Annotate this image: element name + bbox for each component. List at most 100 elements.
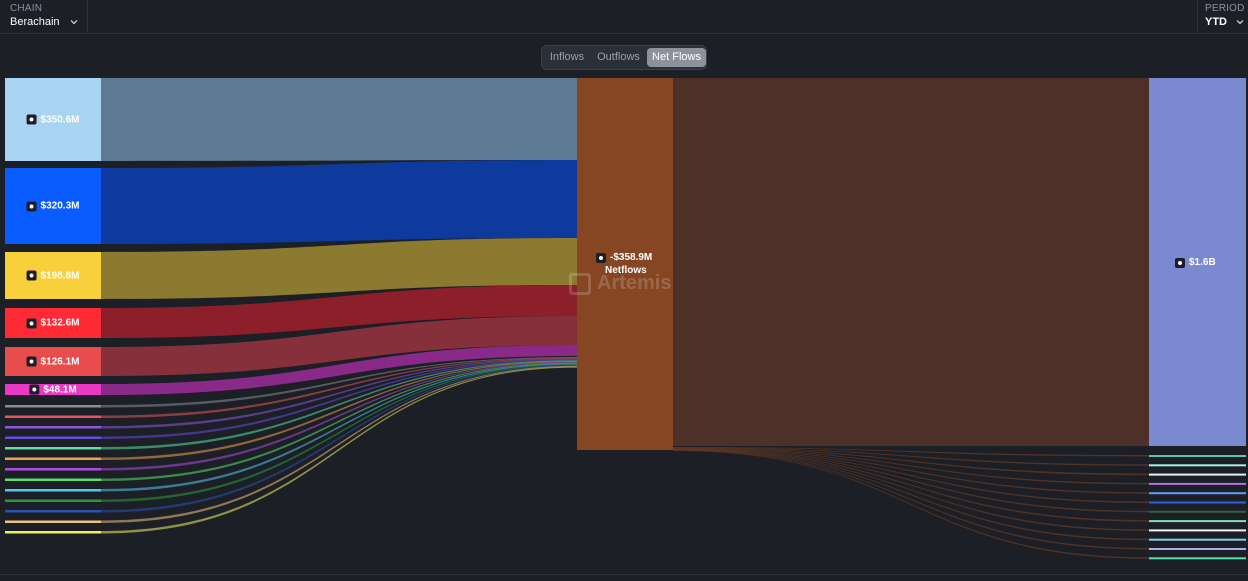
center-node [577, 78, 673, 450]
tab-outflows[interactable]: Outflows [597, 51, 640, 63]
left-small-node-2 [5, 426, 101, 429]
right-small-node-4 [1149, 492, 1246, 495]
spark-icon [29, 384, 40, 395]
left-small-node-10 [5, 510, 101, 513]
left-node-2 [5, 252, 101, 299]
coin-icon [26, 114, 37, 125]
right-small-node-6 [1149, 510, 1246, 513]
link-small-right-10 [673, 450, 1149, 550]
node-value: -$358.9M [610, 252, 653, 263]
flow-type-tabs: Inflows Outflows Net Flows [541, 45, 707, 70]
chain-label: CHAIN [10, 3, 43, 14]
chevron-down-icon [70, 20, 78, 25]
link-left-3 [101, 285, 577, 338]
link-small-right-9 [673, 449, 1149, 541]
square-icon [26, 201, 37, 211]
link-small-left-1 [101, 357, 577, 418]
node-value: $126.1M [40, 356, 80, 367]
left-small-node-7 [5, 478, 101, 481]
link-small-right-5 [673, 448, 1149, 503]
link-left-5 [101, 345, 577, 395]
node-value: $198.8M [40, 270, 80, 281]
tab-net-flows[interactable]: Net Flows [647, 48, 706, 67]
right-small-node-9 [1149, 538, 1246, 541]
left-small-node-4 [5, 447, 101, 450]
diamond-icon [26, 270, 37, 281]
link-small-right-2 [673, 447, 1149, 476]
link-small-left-5 [101, 361, 577, 460]
link-small-right-8 [673, 449, 1149, 531]
link-small-left-0 [101, 357, 577, 408]
right-node [1149, 78, 1246, 446]
link-left-1 [101, 160, 577, 244]
node-value: $1.6B [1189, 257, 1216, 268]
wallet-icon [596, 252, 606, 263]
left-node-label-4: $126.1M [26, 356, 80, 367]
left-small-node-3 [5, 436, 101, 439]
link-small-left-12 [101, 366, 577, 534]
period-value: YTD [1205, 16, 1227, 28]
left-node-label-3: $132.6M [26, 317, 80, 329]
link-small-right-4 [673, 448, 1149, 494]
right-small-node-10 [1149, 548, 1246, 550]
circle-icon [26, 318, 37, 328]
node-value: $350.6M [40, 114, 80, 125]
right-small-node-11 [1149, 557, 1246, 560]
right-small-node-1 [1149, 464, 1246, 467]
left-node-label-2: $198.8M [26, 270, 80, 281]
link-small-left-10 [101, 365, 577, 513]
artemis-watermark: Artemis [569, 272, 671, 295]
top-bar: CHAIN Berachain PERIOD YTD [0, 0, 1248, 34]
left-small-node-6 [5, 468, 101, 471]
link-left-0 [101, 78, 577, 161]
right-node-label: $1.6B [1175, 257, 1216, 268]
link-small-left-9 [101, 364, 577, 502]
right-small-node-8 [1149, 529, 1246, 532]
left-node-4 [5, 347, 101, 376]
link-left-2 [101, 238, 577, 299]
node-value: $48.1M [43, 384, 77, 395]
right-small-node-2 [1149, 473, 1246, 476]
center-node-label: -$358.9M [596, 252, 652, 263]
link-small-right-11 [673, 450, 1149, 559]
link-small-left-3 [101, 359, 577, 439]
link-small-left-6 [101, 361, 577, 471]
left-node-label-5: $48.1M [29, 384, 77, 395]
link-center-right [673, 78, 1149, 446]
link-small-left-7 [101, 362, 577, 481]
node-value: $320.3M [40, 200, 80, 212]
left-small-node-9 [5, 499, 101, 502]
tab-inflows[interactable]: Inflows [549, 51, 585, 63]
left-small-node-5 [5, 457, 101, 460]
left-small-node-1 [5, 415, 101, 418]
right-small-node-3 [1149, 482, 1246, 485]
left-node-label-1: $320.3M [26, 200, 80, 212]
period-selector[interactable]: PERIOD YTD [1197, 0, 1248, 34]
left-node-1 [5, 168, 101, 244]
link-small-right-7 [673, 449, 1149, 522]
left-node-3 [5, 308, 101, 338]
link-small-left-8 [101, 363, 577, 492]
chain-value: Berachain [10, 16, 60, 28]
left-small-node-0 [5, 405, 101, 408]
watermark-text: Artemis [597, 272, 672, 294]
node-value: $132.6M [40, 317, 80, 329]
right-small-node-5 [1149, 501, 1246, 504]
chain-selector[interactable]: CHAIN Berachain [0, 0, 88, 34]
right-small-node-0 [1149, 455, 1246, 457]
period-label: PERIOD [1205, 3, 1245, 14]
link-small-right-0 [673, 447, 1149, 457]
artemis-logo-icon [569, 272, 591, 295]
right-small-node-7 [1149, 520, 1246, 523]
bottom-divider [0, 574, 1248, 575]
link-small-left-11 [101, 365, 577, 523]
center-node-sublabel: Netflows [605, 265, 647, 276]
chevron-down-icon [1236, 20, 1244, 25]
left-node-0 [5, 78, 101, 161]
link-left-4 [101, 316, 577, 376]
left-small-node-11 [5, 520, 101, 523]
link-small-left-2 [101, 358, 577, 429]
link-small-right-3 [673, 447, 1149, 485]
left-node-label-0: $350.6M [26, 114, 80, 125]
